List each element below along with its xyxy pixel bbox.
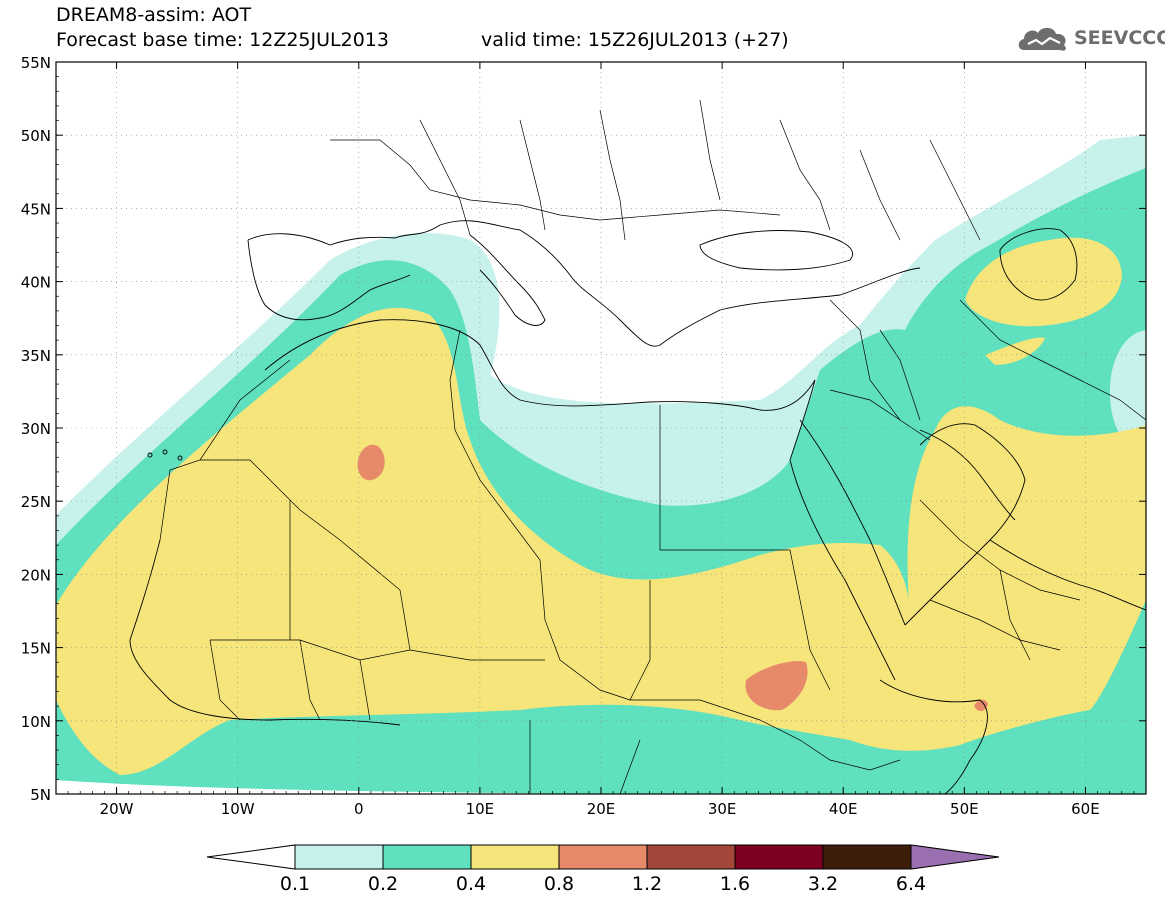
colorbar-label: 3.2 [808,873,838,895]
lat-label: 45N [21,200,51,218]
colorbar-over-arrow [910,844,1000,870]
lat-label: 10N [21,713,51,731]
map-title: DREAM8-assim: AOT [56,4,252,26]
valid-time-text: valid time: 15Z26JUL2013 (+27) [481,29,789,51]
lon-label: 20W [100,800,134,818]
colorbar-segment [382,844,472,870]
lat-label: 55N [21,54,51,72]
colorbar [206,844,1000,870]
aot-patch-sudan [745,661,808,711]
colorbar-label: 0.2 [368,873,398,895]
seevccc-logo: SEEVCCC [1016,22,1165,56]
colorbar-segment [646,844,736,870]
colorbar-segment [558,844,648,870]
lat-label: 40N [21,274,51,292]
lon-label: 0 [354,800,364,818]
aot-patch-iran [985,337,1045,365]
lon-label: 30E [708,800,737,818]
colorbar-labels: 0.1 0.2 0.4 0.8 1.2 1.6 3.2 6.4 [280,873,926,895]
colorbar-segment [734,844,824,870]
aot-contour-0.4 [56,307,1146,775]
cloud-icon [1018,27,1066,51]
aot-south-clear [56,780,600,794]
lat-label: 5N [30,786,51,804]
colorbar-label: 1.6 [720,873,750,895]
lon-label: 40E [829,800,858,818]
country-borders [159,99,1146,794]
lon-label: 10W [221,800,255,818]
lat-label: 25N [21,493,51,511]
lon-label: 60E [1071,800,1100,818]
colorbar-label: 0.8 [544,873,574,895]
lon-label: 20E [587,800,616,818]
colorbar-label: 1.2 [632,873,662,895]
lat-label: 15N [21,640,51,658]
longitude-labels: 20W 10W 0 10E 20E 30E 40E 50E 60E [100,800,1100,818]
lat-label: 50N [21,127,51,145]
lon-label: 50E [950,800,979,818]
colorbar-label: 0.1 [280,873,310,895]
aot-patch-somalia [974,699,988,712]
latitude-labels: 5N 10N 15N 20N 25N 30N 35N 40N 45N 50N 55N [21,54,51,804]
colorbar-label: 0.4 [456,873,486,895]
colorbar-segment [470,844,560,870]
logo-text: SEEVCCC [1074,27,1165,49]
coastlines [129,220,1146,794]
colorbar-segment [294,844,384,870]
graticule [56,62,1146,794]
lat-label: 30N [21,420,51,438]
lon-label: 10E [466,800,495,818]
colorbar-under-arrow [206,844,296,870]
axis-ticks [55,61,1147,795]
aot-patch-caspian [965,237,1122,327]
lat-label: 20N [21,566,51,584]
base-time-text: Forecast base time: 12Z25JUL2013 [56,29,389,51]
colorbar-label: 6.4 [896,873,926,895]
colorbar-segment [822,844,912,870]
forecast-base-time: Forecast base time: 12Z25JUL2013 valid ti… [56,29,789,51]
lat-label: 35N [21,347,51,365]
aot-patch-algeria [357,444,385,481]
